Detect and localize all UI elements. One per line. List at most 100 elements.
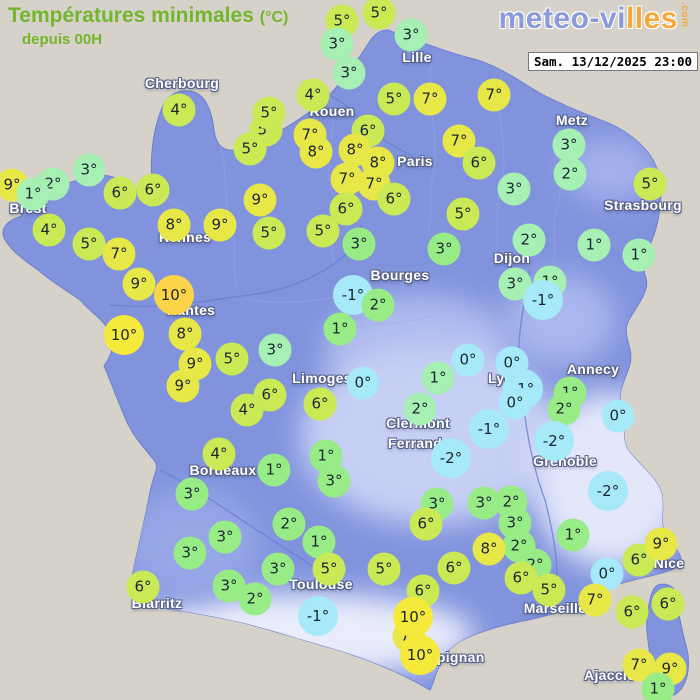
temp-bubble: 4° — [32, 213, 66, 247]
temp-bubble: 1° — [556, 518, 590, 552]
temp-bubble: 3° — [552, 128, 586, 162]
temp-bubble: 5° — [72, 227, 106, 261]
temp-bubble: 6° — [126, 570, 160, 604]
temp-bubble: 4° — [230, 393, 264, 427]
temp-bubble: 5° — [367, 552, 401, 586]
temp-bubble: 5° — [532, 573, 566, 607]
temp-bubble: 1° — [16, 177, 50, 211]
temp-bubble: 7° — [578, 583, 612, 617]
temp-bubble: 5° — [446, 197, 480, 231]
temp-bubble: 3° — [320, 27, 354, 61]
timestamp-badge: Sam. 13/12/2025 23:00 — [527, 52, 698, 71]
temp-bubble: 5° — [377, 82, 411, 116]
temp-bubble: 9° — [203, 208, 237, 242]
city-label-strasbourg: Strasbourg — [604, 197, 682, 213]
temp-bubble: 3° — [175, 477, 209, 511]
temp-bubble: 10° — [400, 635, 440, 675]
temp-bubble: 3° — [342, 227, 376, 261]
temp-bubble: 2° — [403, 392, 437, 426]
temp-bubble: 5° — [633, 167, 667, 201]
temp-bubble: -1° — [469, 409, 509, 449]
temp-bubble: 6° — [622, 543, 656, 577]
temp-bubble: 3° — [427, 232, 461, 266]
temp-bubble: 0° — [495, 346, 529, 380]
temp-bubble: 8° — [157, 208, 191, 242]
meteo-villes-logo[interactable]: meteo-villes.com — [499, 2, 690, 36]
map-header: Températures minimales (°C) depuis 00H — [8, 4, 288, 48]
temp-bubble: 6° — [136, 173, 170, 207]
temp-bubble: 2° — [272, 507, 306, 541]
temp-bubble: 10° — [104, 315, 144, 355]
temp-bubble: 6° — [615, 595, 649, 629]
temp-bubble: 6° — [651, 587, 685, 621]
temp-bubble: 7° — [102, 237, 136, 271]
logo-part-blue: meteo-vi — [498, 2, 626, 35]
temp-bubble: -1° — [298, 596, 338, 636]
temp-bubble: 4° — [296, 78, 330, 112]
city-label-metz: Metz — [555, 112, 589, 128]
city-label-bourges: Bourges — [370, 267, 430, 283]
temp-bubble: 6° — [377, 182, 411, 216]
temp-bubble: 2° — [547, 392, 581, 426]
temp-bubble: 1° — [257, 453, 291, 487]
city-label-paris: Paris — [397, 153, 433, 169]
temp-bubble: 0° — [346, 366, 380, 400]
temp-bubble: 10° — [393, 597, 433, 637]
temp-bubble: 2° — [361, 288, 395, 322]
temp-bubble: 5° — [215, 342, 249, 376]
temp-bubble: 4° — [162, 93, 196, 127]
title-unit: (°C) — [259, 9, 289, 26]
temp-bubble: 3° — [258, 333, 292, 367]
city-label-ferrand: Ferrand — [387, 435, 443, 451]
city-label-marseille: Marseille — [523, 600, 587, 616]
temp-bubble: 2° — [512, 223, 546, 257]
temp-bubble: 3° — [497, 172, 531, 206]
temp-bubble: 6° — [504, 561, 538, 595]
temp-bubble: 3° — [72, 153, 106, 187]
temp-bubble: 4° — [202, 437, 236, 471]
temp-bubble: 9° — [243, 183, 277, 217]
temp-bubble: 6° — [462, 146, 496, 180]
page-subtitle: depuis 00H — [22, 31, 103, 48]
temp-bubble: 9° — [122, 267, 156, 301]
temp-bubble: 3° — [173, 536, 207, 570]
temp-bubble: 5° — [252, 216, 286, 250]
temp-bubble: 0° — [601, 399, 635, 433]
temp-bubble: 6° — [437, 551, 471, 585]
temp-bubble: 8° — [472, 532, 506, 566]
temp-bubble: 5° — [252, 96, 286, 130]
temp-bubble: 5° — [233, 132, 267, 166]
temp-bubble: 9° — [178, 347, 212, 381]
temp-bubble: 1° — [421, 361, 455, 395]
temp-bubble: 7° — [413, 82, 447, 116]
temp-bubble: 6° — [303, 387, 337, 421]
temp-bubble: 2° — [553, 157, 587, 191]
temp-bubble: 3° — [208, 520, 242, 554]
temp-bubble: 8° — [168, 317, 202, 351]
temp-bubble: 7° — [477, 78, 511, 112]
temp-bubble: 6° — [103, 176, 137, 210]
logo-suffix: .com — [679, 2, 690, 28]
temp-bubble: 3° — [467, 486, 501, 520]
city-label-annecy: Annecy — [566, 361, 620, 377]
page-title: Températures minimales (°C) — [8, 4, 289, 27]
temp-bubble: 3° — [317, 464, 351, 498]
temp-bubble: 10° — [154, 275, 194, 315]
city-label-cherbourg: Cherbourg — [144, 75, 220, 91]
temp-bubble: 8° — [299, 135, 333, 169]
temp-bubble: -2° — [431, 438, 471, 478]
logo-part-orange: lles — [625, 2, 678, 35]
temp-bubble: 9° — [644, 527, 678, 561]
temp-bubble: -2° — [588, 471, 628, 511]
city-label-lille: Lille — [402, 49, 432, 65]
temp-bubble: 5° — [312, 552, 346, 586]
temp-bubble: 1° — [641, 672, 675, 700]
temp-bubble: -2° — [534, 421, 574, 461]
temp-bubble: 3° — [332, 56, 366, 90]
temp-bubble: 7° — [622, 648, 656, 682]
city-label-limoges: Limoges — [292, 370, 352, 386]
temp-bubble: 0° — [451, 343, 485, 377]
temp-bubble: 5° — [306, 214, 340, 248]
temp-bubble: 5° — [362, 0, 396, 30]
